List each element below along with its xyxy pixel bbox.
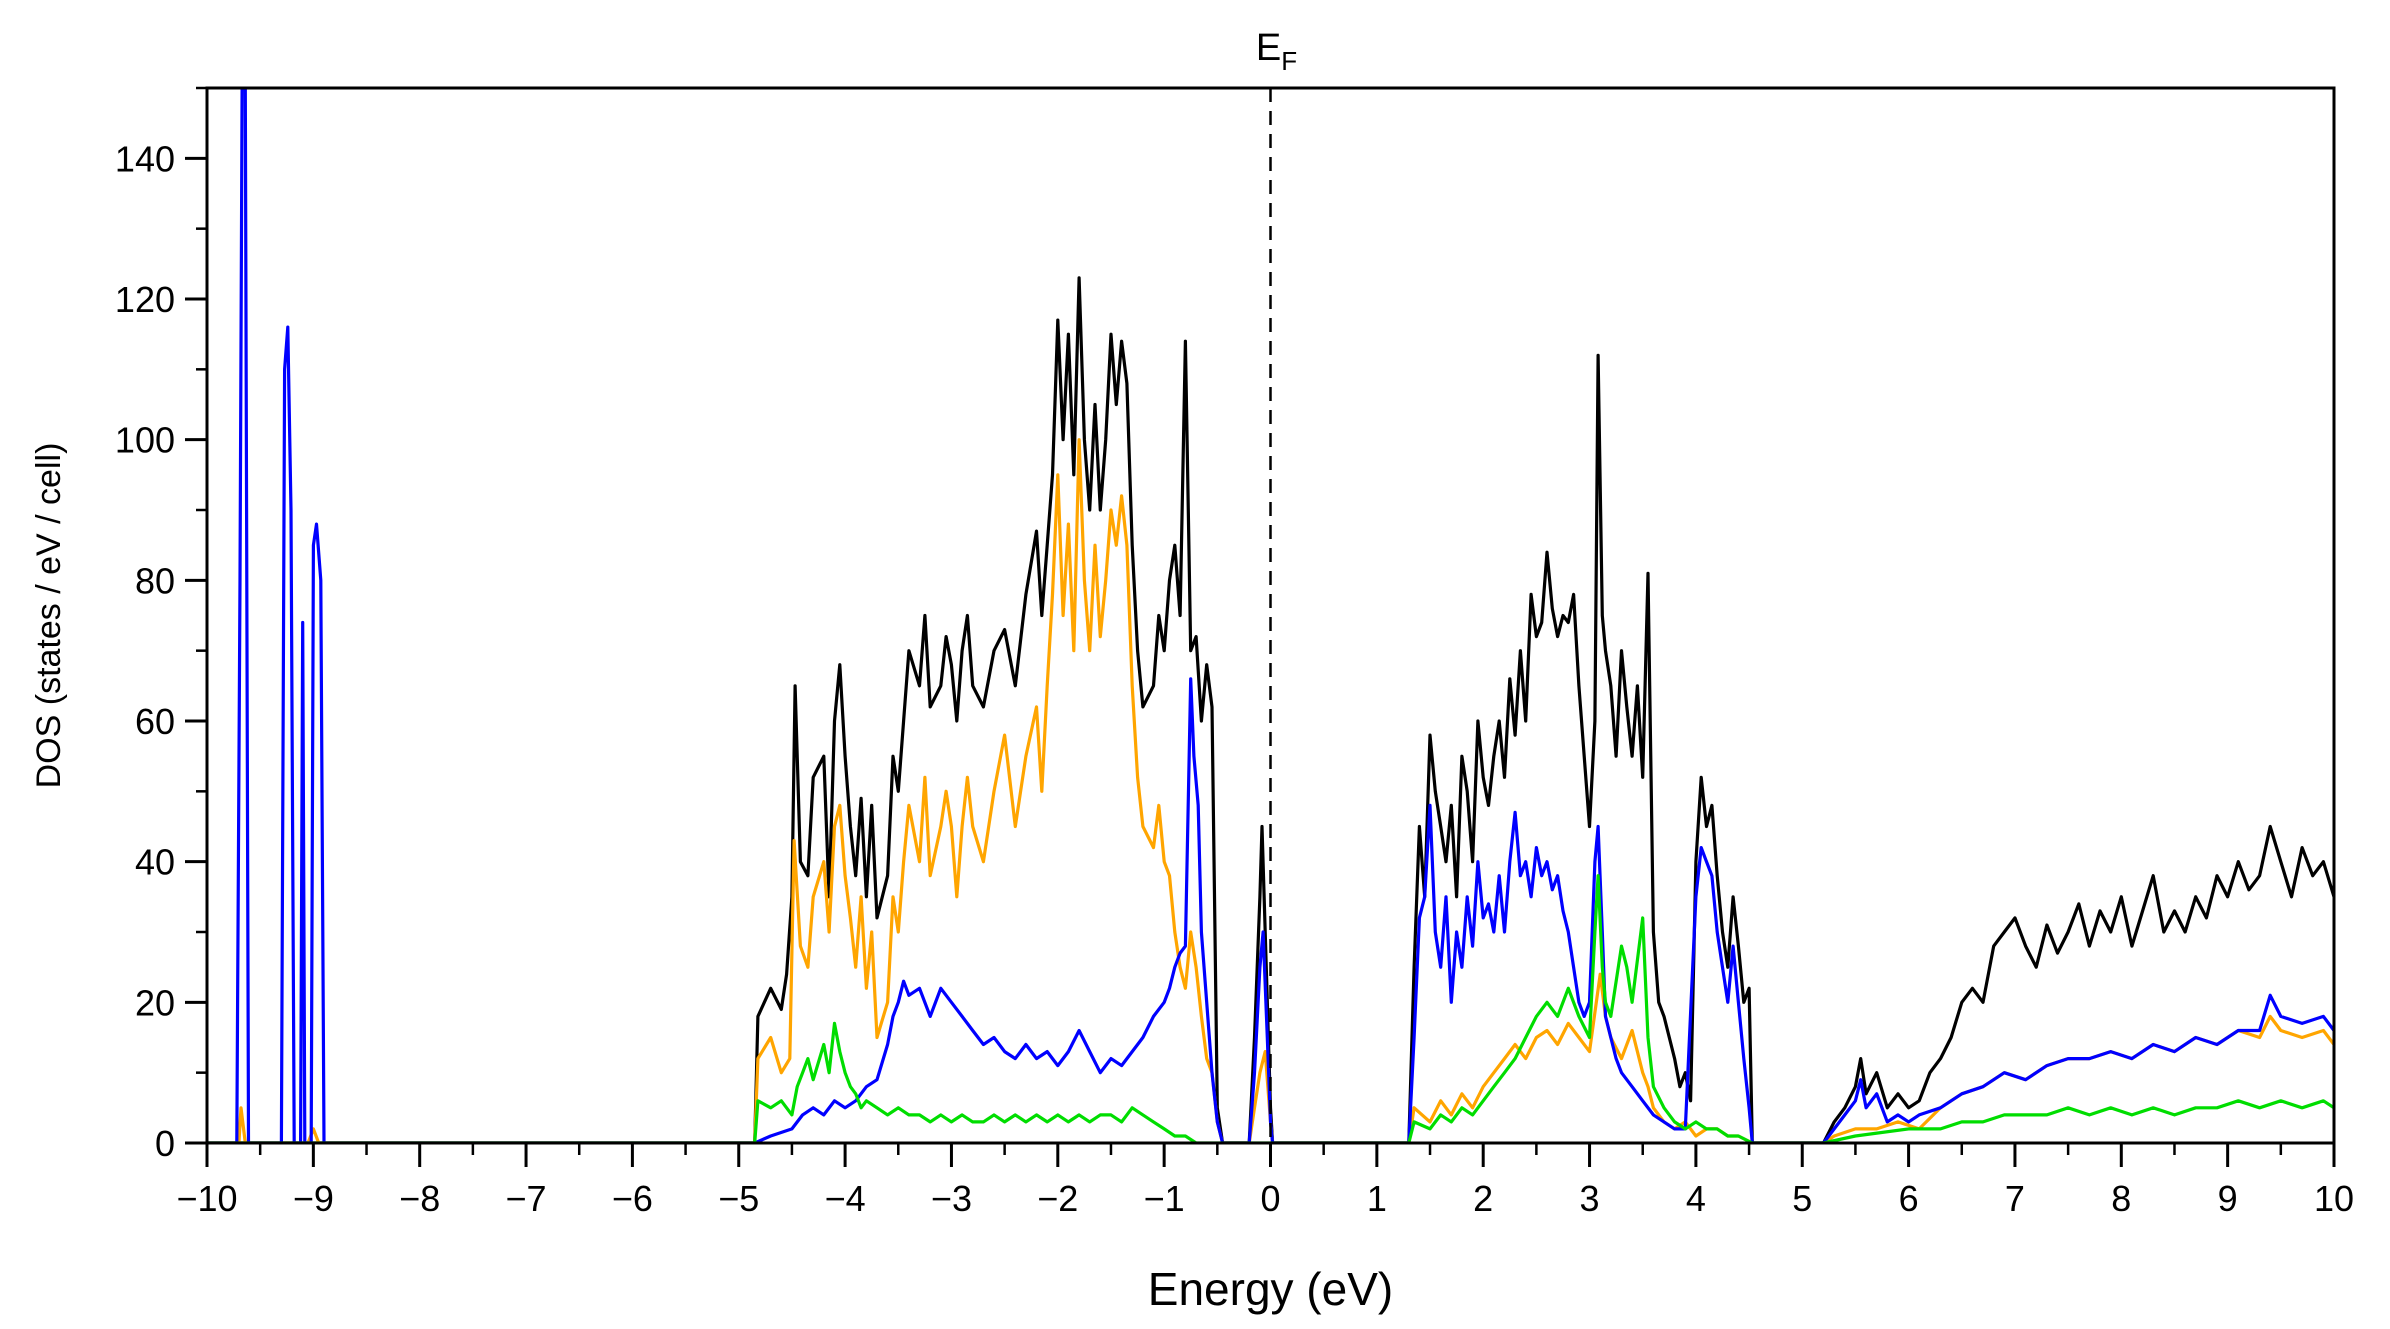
y-tick-label: 120 — [115, 279, 175, 320]
x-tick-label: −9 — [293, 1178, 334, 1219]
x-tick-label: 4 — [1686, 1178, 1706, 1219]
y-tick-label: 140 — [115, 138, 175, 179]
x-tick-label: 1 — [1367, 1178, 1387, 1219]
x-tick-label: 0 — [1260, 1178, 1280, 1219]
x-tick-label: 2 — [1473, 1178, 1493, 1219]
x-tick-label: 8 — [2111, 1178, 2131, 1219]
y-tick-label: 40 — [135, 842, 175, 883]
x-tick-label: −10 — [176, 1178, 237, 1219]
y-tick-label: 100 — [115, 420, 175, 461]
fermi-label-main: E — [1256, 27, 1281, 69]
series-line-green — [207, 874, 2334, 1143]
x-tick-label: −6 — [612, 1178, 653, 1219]
x-tick-label: 10 — [2314, 1178, 2354, 1219]
y-tick-label: 20 — [135, 982, 175, 1023]
x-tick-label: 5 — [1792, 1178, 1812, 1219]
x-tick-label: 9 — [2218, 1178, 2238, 1219]
series-line-blue — [207, 88, 2334, 1143]
x-axis-title: Energy (eV) — [1148, 1263, 1393, 1315]
x-tick-label: 7 — [2005, 1178, 2025, 1219]
fermi-label-subscript: F — [1281, 46, 1297, 76]
x-tick-label: −2 — [1037, 1178, 1078, 1219]
series-line-orange — [207, 438, 2334, 1143]
x-tick-label: −4 — [825, 1178, 866, 1219]
y-axis-title: DOS (states / eV / cell) — [30, 443, 68, 789]
y-tick-label: 60 — [135, 701, 175, 742]
y-axis-ticks: 0 20 40 60 80 100 120 140 — [115, 86, 207, 1164]
x-tick-label: −1 — [1144, 1178, 1185, 1219]
x-tick-label: −7 — [506, 1178, 547, 1219]
x-tick-label: −3 — [931, 1178, 972, 1219]
x-tick-label: 6 — [1899, 1178, 1919, 1219]
y-tick-label: 80 — [135, 560, 175, 601]
x-tick-label: −8 — [399, 1178, 440, 1219]
x-tick-label: 3 — [1580, 1178, 1600, 1219]
series-layer — [207, 88, 2334, 1143]
y-tick-label: 0 — [155, 1123, 175, 1164]
fermi-level-label: EF — [1256, 27, 1297, 76]
x-axis-ticks: −10 −9 −8 −7 −6 −5 −4 −3 −2 −1 0 1 2 3 4 5 6 7 8 9 10 — [176, 1143, 2354, 1219]
x-tick-label: −5 — [718, 1178, 759, 1219]
series-line-total — [207, 276, 2334, 1143]
